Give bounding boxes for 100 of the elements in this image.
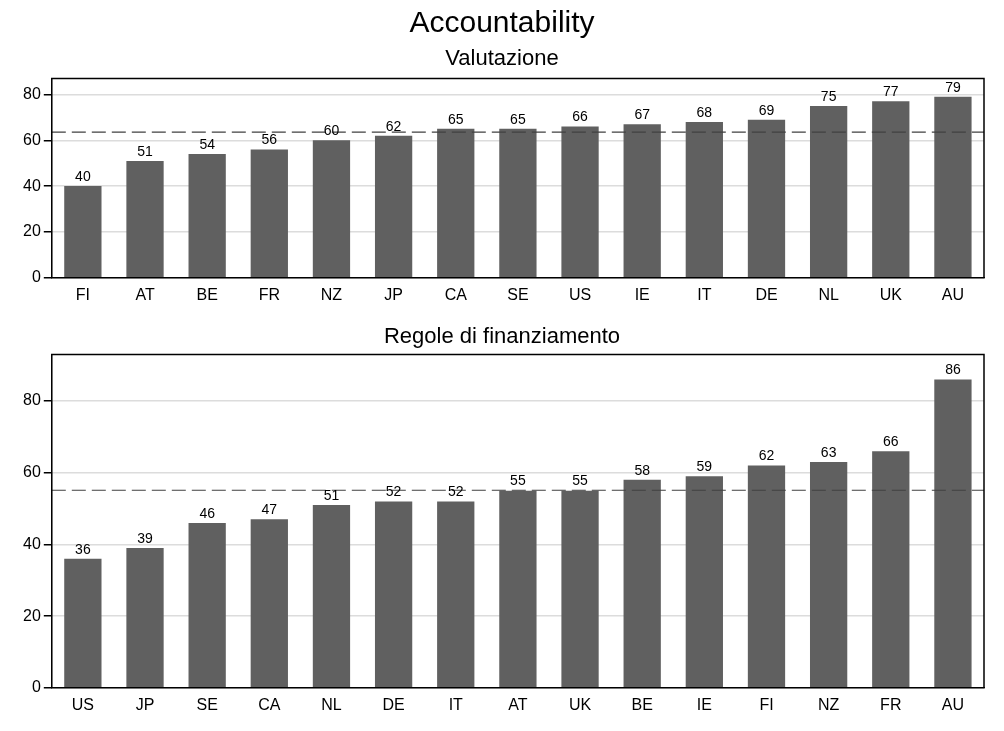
- x-tick-label: DE: [382, 695, 405, 713]
- y-tick-label: 80: [23, 84, 41, 102]
- x-tick-label: IE: [696, 695, 712, 713]
- x-tick-label: AU: [941, 695, 965, 713]
- x-tick-label: FR: [258, 285, 280, 303]
- x-tick-label: US: [71, 695, 94, 713]
- data-label: 65: [447, 110, 464, 127]
- bar: [747, 465, 786, 688]
- data-label: 62: [758, 447, 775, 464]
- data-label: 65: [510, 110, 526, 127]
- bar: [374, 135, 413, 278]
- data-label: 47: [261, 501, 278, 518]
- y-tick-label: 20: [23, 222, 41, 240]
- data-label: 40: [75, 167, 91, 184]
- data-label: 60: [323, 122, 340, 139]
- bar: [685, 121, 723, 278]
- bar: [250, 519, 288, 688]
- y-tick-label: 0: [31, 268, 41, 286]
- data-label: 69: [758, 101, 775, 118]
- x-tick-label: NZ: [320, 285, 343, 303]
- bar: [188, 154, 226, 278]
- x-tick-label: FR: [880, 695, 902, 713]
- data-label: 46: [199, 504, 216, 521]
- data-label: 51: [137, 142, 154, 159]
- data-label: 75: [820, 87, 837, 104]
- y-tick-label: 60: [23, 130, 41, 148]
- bar: [312, 140, 351, 278]
- x-tick-label: BE: [196, 285, 218, 303]
- bar: [312, 504, 351, 688]
- bar: [250, 149, 288, 278]
- data-label: 62: [385, 117, 402, 134]
- bar: [499, 128, 537, 278]
- data-label: 67: [634, 106, 651, 123]
- x-tick-label: FI: [759, 695, 774, 713]
- bar: [561, 490, 599, 688]
- bar: [623, 479, 661, 688]
- data-label: 79: [945, 78, 961, 95]
- data-label: 66: [882, 433, 899, 450]
- bar: [188, 522, 226, 688]
- y-tick-label: 20: [23, 606, 41, 624]
- data-label: 55: [510, 472, 526, 489]
- bar: [437, 128, 475, 278]
- bar: [64, 186, 102, 278]
- data-label: 59: [696, 458, 713, 475]
- bar: [809, 105, 848, 278]
- x-tick-label: NZ: [817, 695, 840, 713]
- bar: [872, 101, 910, 278]
- bar: [561, 126, 599, 278]
- x-tick-label: UK: [879, 285, 903, 303]
- x-tick-label: JP: [135, 695, 155, 713]
- data-label: 68: [696, 103, 713, 120]
- x-tick-label: JP: [384, 285, 403, 303]
- bar: [126, 547, 164, 688]
- x-tick-label: SE: [196, 695, 218, 713]
- y-tick-label: 80: [23, 391, 41, 409]
- data-label: 63: [820, 443, 837, 460]
- bar: [499, 490, 537, 688]
- y-tick-label: 40: [23, 176, 41, 194]
- bar: [126, 160, 164, 278]
- x-tick-label: IT: [697, 285, 712, 303]
- x-tick-label: AT: [508, 695, 528, 713]
- x-tick-label: US: [568, 285, 592, 303]
- data-label: 66: [572, 108, 589, 125]
- x-tick-label: FI: [75, 285, 90, 303]
- chart-title: Accountability: [409, 5, 595, 39]
- bar: [685, 476, 723, 688]
- x-tick-label: NL: [321, 695, 342, 713]
- bar: [437, 501, 475, 688]
- bar: [623, 124, 661, 278]
- x-tick-label: IE: [634, 285, 650, 303]
- data-label: 36: [75, 540, 91, 557]
- bar: [934, 96, 972, 278]
- y-tick-label: 40: [23, 534, 41, 552]
- x-tick-label: UK: [568, 695, 592, 713]
- x-tick-label: CA: [258, 695, 281, 713]
- data-label: 39: [137, 529, 154, 546]
- data-label: 51: [323, 486, 340, 503]
- y-tick-label: 60: [23, 463, 41, 481]
- x-tick-label: IT: [448, 695, 464, 713]
- x-tick-label: CA: [444, 285, 468, 303]
- x-tick-label: DE: [755, 285, 778, 303]
- bar: [872, 451, 910, 688]
- bar: [374, 501, 413, 688]
- data-label: 55: [572, 472, 589, 489]
- x-tick-label: AU: [941, 285, 965, 303]
- bar: [747, 119, 786, 278]
- data-label: 58: [634, 461, 651, 478]
- data-label: 77: [882, 83, 899, 100]
- data-label: 56: [261, 131, 278, 148]
- x-tick-label: BE: [631, 695, 653, 713]
- x-tick-label: AT: [135, 285, 155, 303]
- data-label: 54: [199, 135, 216, 152]
- x-tick-label: SE: [507, 285, 529, 303]
- x-tick-label: NL: [818, 285, 839, 303]
- bar: [64, 558, 102, 688]
- data-label: 86: [945, 361, 961, 378]
- bar: [934, 379, 972, 688]
- y-tick-label: 0: [31, 678, 41, 696]
- chart-title: Regole di finanziamento: [383, 323, 621, 349]
- bar: [809, 461, 848, 688]
